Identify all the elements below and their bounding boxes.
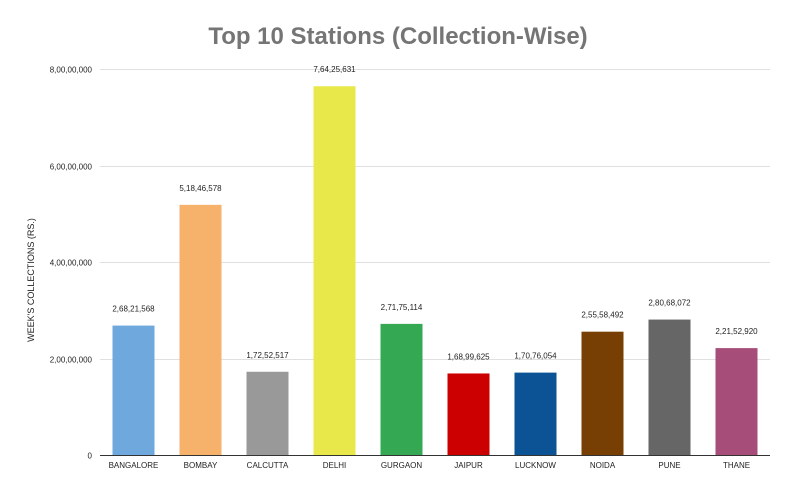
x-tick-label: LUCKNOW bbox=[515, 461, 556, 470]
y-tick-label: 4,00,00,000 bbox=[50, 259, 93, 268]
chart-title: Top 10 Stations (Collection-Wise) bbox=[208, 23, 587, 50]
x-tick-label: NOIDA bbox=[590, 461, 616, 470]
bar-thane bbox=[715, 348, 758, 455]
bar-jaipur bbox=[447, 373, 490, 455]
y-tick-label: 6,00,00,000 bbox=[50, 163, 93, 172]
data-label: 5,18,46,578 bbox=[179, 184, 222, 193]
data-label: 7,64,25,631 bbox=[313, 65, 356, 74]
bar-pune bbox=[648, 319, 691, 455]
data-label: 2,71,75,114 bbox=[381, 303, 423, 312]
data-label: 1,68,99,625 bbox=[447, 352, 490, 361]
bar-calcutta bbox=[246, 371, 289, 455]
x-tick-label: CALCUTTA bbox=[247, 461, 289, 470]
data-label: 2,80,68,072 bbox=[648, 299, 691, 308]
bar-bombay bbox=[179, 204, 222, 455]
y-axis-label: WEEK'S COLLECTIONS (RS.) bbox=[26, 218, 36, 342]
y-tick-label: 0 bbox=[88, 452, 93, 461]
y-tick-label: 8,00,00,000 bbox=[50, 66, 93, 75]
data-label: 2,68,21,568 bbox=[112, 305, 155, 314]
data-label: 1,70,76,054 bbox=[514, 352, 557, 361]
bar-lucknow bbox=[514, 372, 557, 455]
data-label: 2,21,52,920 bbox=[715, 327, 758, 336]
x-tick-label: BOMBAY bbox=[184, 461, 218, 470]
x-tick-label: PUNE bbox=[658, 461, 680, 470]
bar-gurgaon bbox=[380, 323, 423, 455]
bars bbox=[112, 86, 758, 455]
data-label: 2,55,58,492 bbox=[581, 311, 624, 320]
bar-delhi bbox=[313, 86, 356, 455]
x-tick-label: DELHI bbox=[323, 461, 347, 470]
y-axis-ticks: 0 2,00,00,000 4,00,00,000 6,00,00,000 8,00,0… bbox=[50, 66, 93, 461]
y-tick-label: 2,00,00,000 bbox=[50, 356, 93, 365]
data-label: 1,72,52,517 bbox=[246, 351, 289, 360]
x-tick-label: THANE bbox=[723, 461, 750, 470]
x-tick-label: GURGAON bbox=[381, 461, 423, 470]
x-axis-ticks: BANGALORE BOMBAY CALCUTTA DELHI GURGAON JAIPU… bbox=[109, 461, 750, 470]
bar-noida bbox=[581, 331, 624, 455]
bar-bangalore bbox=[112, 325, 155, 455]
x-tick-label: JAIPUR bbox=[454, 461, 483, 470]
x-tick-label: BANGALORE bbox=[109, 461, 159, 470]
data-labels: 2,68,21,568 5,18,46,578 1,72,52,517 7,64,25… bbox=[112, 65, 758, 361]
